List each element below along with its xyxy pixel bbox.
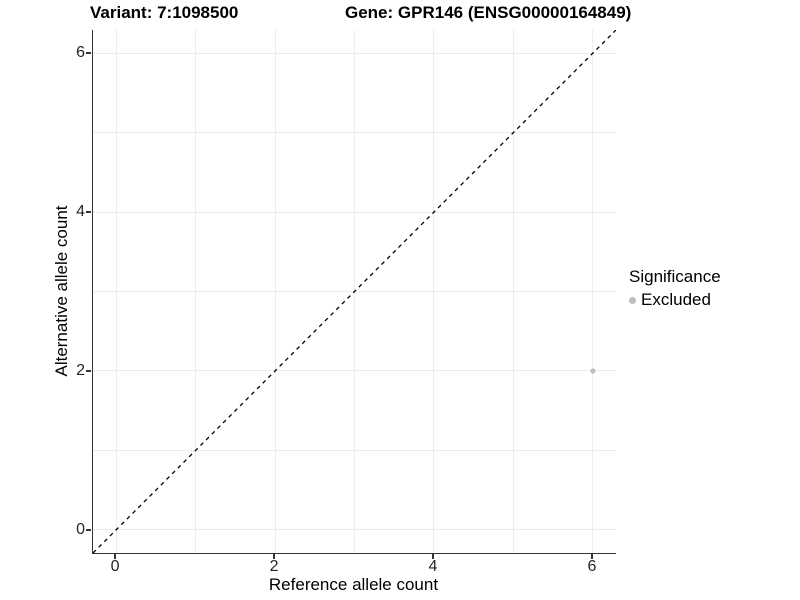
x-tick-label: 4: [428, 558, 438, 575]
x-tick-label: 2: [269, 558, 279, 575]
y-tick-label: 4: [76, 203, 85, 221]
gene-title: Gene: GPR146 (ENSG00000164849): [345, 3, 632, 22]
plot-panel: [92, 30, 616, 554]
x-tick-label: 0: [110, 558, 120, 575]
y-axis-tick: [86, 370, 91, 372]
legend-point-icon: [629, 296, 636, 304]
y-axis-tick: [86, 52, 91, 54]
x-axis-title: Reference allele count: [268, 575, 439, 594]
gridline-horizontal: [93, 132, 616, 134]
y-tick-label: 6: [76, 44, 85, 62]
variant-title: Variant: 7:1098500: [90, 3, 239, 22]
x-axis-tick: [591, 554, 593, 559]
legend: Significance Excluded: [629, 267, 721, 310]
y-axis-tick: [86, 211, 91, 213]
x-axis-tick: [114, 554, 116, 559]
plot-layer: [93, 30, 616, 553]
y-axis-title: Alternative allele count: [52, 205, 71, 377]
legend-entry-label: Excluded: [641, 290, 711, 309]
gridline-vertical: [512, 30, 514, 553]
y-axis-tick: [86, 529, 91, 531]
legend-entry-excluded: Excluded: [629, 290, 721, 310]
legend-title: Significance: [629, 267, 721, 286]
y-tick-label: 2: [76, 361, 85, 379]
x-axis-tick: [432, 554, 434, 559]
y-tick-label: 0: [76, 520, 85, 538]
x-axis-tick: [273, 554, 275, 559]
data-point: [590, 368, 596, 374]
x-tick-label: 6: [587, 558, 597, 575]
identity-dashed-line: [93, 30, 616, 553]
